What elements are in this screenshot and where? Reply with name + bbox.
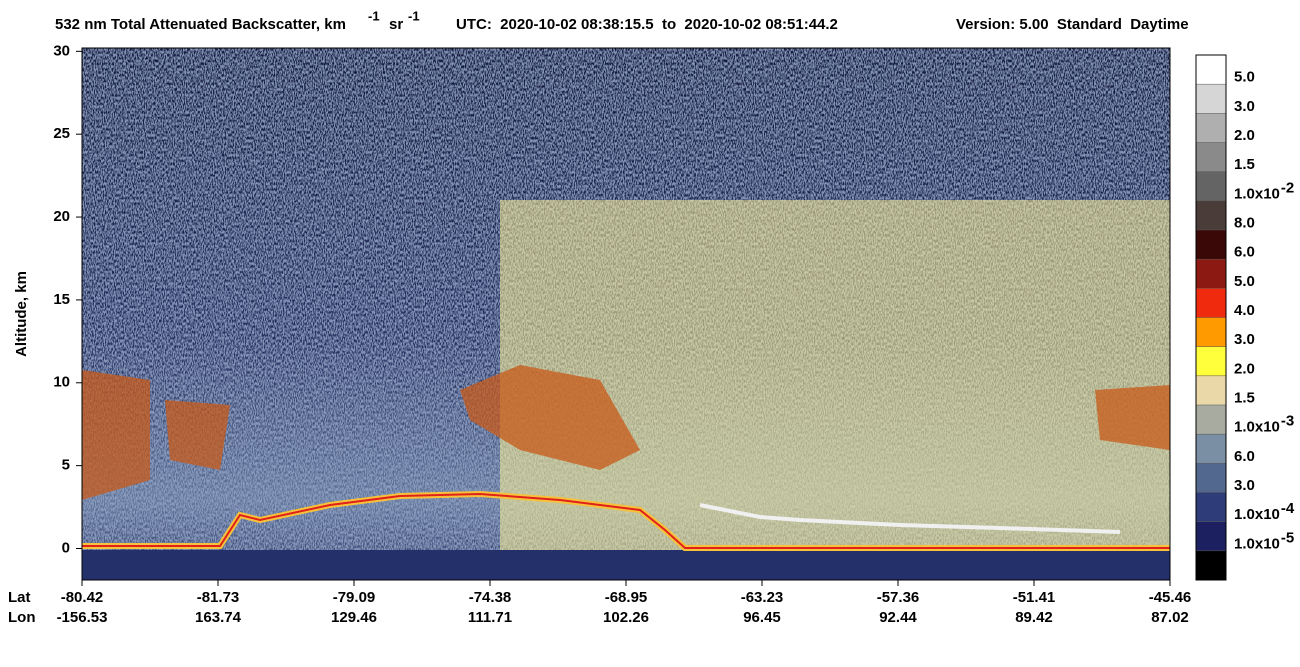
y-tick-label: 15 [53, 291, 70, 308]
lon-label: -156.53 [57, 609, 108, 626]
backscatter-image [82, 48, 1170, 580]
lon-label: 96.45 [743, 609, 781, 626]
colorbar-frame [1195, 54, 1227, 581]
lat-label: -81.73 [197, 589, 240, 606]
colorbar-label: 1.0x10 [1234, 419, 1280, 436]
y-tick-label: 25 [53, 125, 70, 142]
colorbar-exp: -4 [1281, 500, 1295, 517]
row-label: Lat [8, 589, 31, 606]
y-tick-label: 20 [53, 208, 70, 225]
colorbar-exp: -5 [1281, 529, 1294, 546]
lat-label: -68.95 [605, 589, 648, 606]
colorbar-label: 8.0 [1234, 215, 1255, 232]
colorbar-swatch [1196, 375, 1226, 405]
colorbar-label: 2.0 [1234, 360, 1255, 377]
colorbar-label: 1.0x10 [1234, 506, 1280, 523]
colorbar-swatch [1196, 317, 1226, 347]
y-tick-label: 5 [62, 457, 70, 474]
colorbar-swatch [1196, 492, 1226, 522]
y-tick-label: 10 [53, 374, 70, 391]
colorbar-label: 6.0 [1234, 448, 1255, 465]
title-sup: -1 [408, 8, 420, 23]
colorbar-swatch [1196, 84, 1226, 114]
y-axis-title: Altitude, km [13, 271, 30, 357]
lon-label: 92.44 [879, 609, 917, 626]
colorbar-label: 1.0x10 [1234, 535, 1280, 552]
lon-label: 87.02 [1151, 609, 1189, 626]
lat-label: -79.09 [333, 589, 376, 606]
colorbar-swatch [1196, 346, 1226, 376]
colorbar-label: 3.0 [1234, 98, 1255, 115]
row-label: Lon [8, 609, 36, 626]
colorbar-label: 5.0 [1234, 273, 1255, 290]
lat-label: -51.41 [1013, 589, 1056, 606]
colorbar-label: 6.0 [1234, 244, 1255, 261]
lat-label: -45.46 [1149, 589, 1192, 606]
colorbar-label: 3.0 [1234, 331, 1255, 348]
lon-label: 102.26 [603, 609, 649, 626]
version: Version: 5.00 Standard Daytime [956, 16, 1189, 33]
lat-label: -80.42 [61, 589, 104, 606]
colorbar-swatch [1196, 521, 1226, 551]
colorbar-swatch [1196, 113, 1226, 143]
colorbar-label: 2.0 [1234, 127, 1255, 144]
lon-label: 89.42 [1015, 609, 1053, 626]
colorbar-swatch [1196, 142, 1226, 172]
colorbar-swatch [1196, 200, 1226, 230]
colorbar-label: 4.0 [1234, 302, 1255, 319]
colorbar-label: 5.0 [1234, 69, 1255, 86]
lat-label: -74.38 [469, 589, 512, 606]
lon-label: 111.71 [468, 609, 512, 626]
time-info: UTC: 2020-10-02 08:38:15.5 to 2020-10-02… [456, 16, 838, 33]
colorbar-label: 3.0 [1234, 477, 1255, 494]
colorbar-exp: -2 [1281, 179, 1294, 196]
colorbar-swatch [1196, 55, 1226, 85]
y-tick-label: 0 [62, 539, 70, 556]
title: 532 nm Total Attenuated Backscatter, km [55, 16, 346, 33]
colorbar-swatch [1196, 434, 1226, 464]
colorbar-swatch [1196, 463, 1226, 493]
colorbar-swatch [1196, 288, 1226, 318]
colorbar-swatch [1196, 550, 1226, 580]
y-tick-label: 30 [53, 42, 70, 59]
lon-label: 129.46 [331, 609, 377, 626]
colorbar-label: 1.5 [1234, 156, 1255, 173]
title-sup: -1 [368, 8, 380, 23]
lat-label: -57.36 [877, 589, 920, 606]
colorbar-exp: -3 [1281, 413, 1294, 430]
lat-label: -63.23 [741, 589, 784, 606]
colorbar-swatch [1196, 405, 1226, 435]
colorbar-label: 1.0x10 [1234, 185, 1280, 202]
title-unit: sr [389, 16, 403, 33]
colorbar-swatch [1196, 230, 1226, 260]
colorbar-label: 1.5 [1234, 390, 1255, 407]
colorbar-swatch [1196, 171, 1226, 201]
colorbar-swatch [1196, 259, 1226, 289]
lon-label: 163.74 [195, 609, 242, 626]
